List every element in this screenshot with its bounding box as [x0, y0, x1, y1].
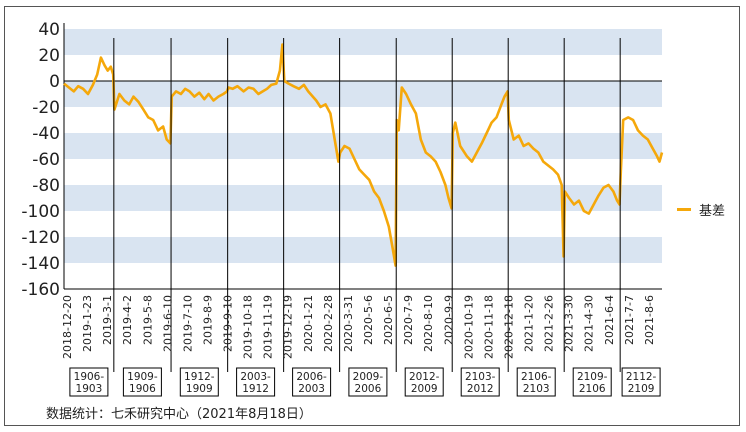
x-tick-label: 2019-5-8: [141, 295, 154, 345]
grid-band: [64, 185, 662, 211]
contract-label-line1: 2003-: [240, 371, 271, 383]
y-tick-label: -80: [32, 176, 60, 196]
contract-label-line2: 2103: [523, 383, 550, 395]
contract-box: [621, 367, 661, 397]
x-tick-label: 2020-3-31: [342, 295, 355, 352]
x-tick-label: 2021-7-7: [623, 295, 636, 345]
contract-label-line2: 1909: [186, 383, 213, 395]
x-axis: 2018-12-20 2019-1-23 2019-3-1 2019-4-2 2019-…: [61, 288, 662, 359]
y-axis: 40 20 0 -20 -40 -60 -80 -100 -120 -140 -160: [21, 20, 65, 300]
contract-label-line2: 2006: [355, 383, 382, 395]
contract-label-line1: 1909-: [127, 371, 158, 383]
x-tick-label: 2021-3-30: [563, 295, 576, 352]
x-tick-label: 2019-12-19: [282, 295, 295, 359]
y-tick-label: 20: [38, 46, 60, 66]
y-tick-label: 40: [38, 20, 60, 40]
contract-box: [348, 367, 388, 397]
contract-label-line2: 1912: [242, 383, 269, 395]
legend: 基差: [677, 200, 725, 219]
y-tick-label: -140: [21, 254, 60, 274]
y-tick-label: -20: [32, 98, 60, 118]
contract-label-line2: 1903: [76, 383, 103, 395]
x-tick-label: 2021-1-20: [523, 295, 536, 352]
contract-label-line2: 1906: [129, 383, 156, 395]
contract-label-line2: 2003: [298, 383, 325, 395]
contract-box: [292, 367, 332, 397]
x-tick-label: 2020-7-9: [402, 295, 415, 345]
y-tick-label: -60: [32, 150, 60, 170]
contract-label-line1: 2112-: [626, 371, 657, 383]
x-tick-label: 2019-1-23: [81, 295, 94, 352]
x-tick-label: 2020-5-6: [362, 295, 375, 345]
x-tick-label: 2019-10-18: [242, 295, 255, 359]
x-tick-label: 2020-12-18: [503, 295, 516, 359]
contract-box: [69, 367, 109, 397]
x-tick-label: 2020-10-19: [462, 295, 475, 359]
grid-band: [64, 29, 662, 55]
x-tick-label: 2020-9-9: [442, 295, 455, 345]
source-note: 数据统计：七禾研究中心（2021年8月18日）: [46, 407, 312, 422]
x-tick-label: 2020-2-28: [322, 295, 335, 352]
x-tick-label: 2019-6-10: [161, 295, 174, 352]
contract-label-line1: 2106-: [521, 371, 552, 383]
contract-box: [404, 367, 444, 397]
chart-frame: [4, 6, 740, 426]
grid-band: [64, 237, 662, 263]
y-tick-label: -40: [32, 124, 60, 144]
x-tick-label: 2019-11-19: [262, 295, 275, 359]
x-tick-label: 2020-8-10: [422, 295, 435, 352]
x-tick-label: 2019-7-10: [181, 295, 194, 352]
contract-label-line1: 1906-: [74, 371, 105, 383]
x-tick-label: 2020-1-21: [302, 295, 315, 352]
x-tick-label: 2021-6-4: [603, 295, 616, 345]
y-tick-label: -100: [21, 202, 60, 222]
contract-roll-lines: [113, 38, 621, 372]
x-tick-label: 2020-11-18: [482, 295, 495, 359]
grid-band: [64, 81, 662, 107]
contract-period-labels: 1906-1903 1909-1906 1912-1909 2003-1912 2006…: [69, 367, 661, 397]
contract-box: [122, 367, 162, 397]
x-tick-label: 2019-3-1: [101, 295, 114, 345]
y-tick-label: -120: [21, 228, 60, 248]
contract-label-line1: 2109-: [577, 371, 608, 383]
contract-label-line2: 2009: [411, 383, 438, 395]
contract-label-line1: 2006-: [296, 371, 327, 383]
contract-label-line2: 2109: [628, 383, 655, 395]
x-tick-label: 2020-6-5: [382, 295, 395, 345]
contract-label-line1: 2009-: [353, 371, 384, 383]
contract-label-line1: 1912-: [184, 371, 215, 383]
contract-box: [516, 367, 556, 397]
contract-box: [572, 367, 612, 397]
y-tick-label: -160: [21, 280, 60, 300]
contract-label-line2: 2012: [467, 383, 494, 395]
y-tick-label: 0: [49, 72, 60, 92]
x-tick-label: 2019-9-10: [222, 295, 235, 352]
x-tick-label: 2019-4-2: [121, 295, 134, 345]
contract-box: [236, 367, 276, 397]
background-bands: [64, 29, 662, 263]
grid-band: [64, 133, 662, 159]
legend-label: 基差: [699, 204, 726, 219]
contract-label-line2: 2106: [579, 383, 606, 395]
x-tick-label: 2019-8-9: [202, 295, 215, 345]
contract-label-line1: 2103-: [465, 371, 496, 383]
x-tick-label: 2021-4-30: [583, 295, 596, 352]
contract-box: [179, 367, 219, 397]
x-tick-label: 2018-12-20: [61, 295, 74, 359]
contract-label-line1: 2012-: [409, 371, 440, 383]
x-tick-label: 2021-8-6: [643, 295, 656, 345]
x-tick-label: 2021-2-26: [543, 295, 556, 352]
legend-swatch: [677, 208, 691, 211]
contract-box: [460, 367, 500, 397]
